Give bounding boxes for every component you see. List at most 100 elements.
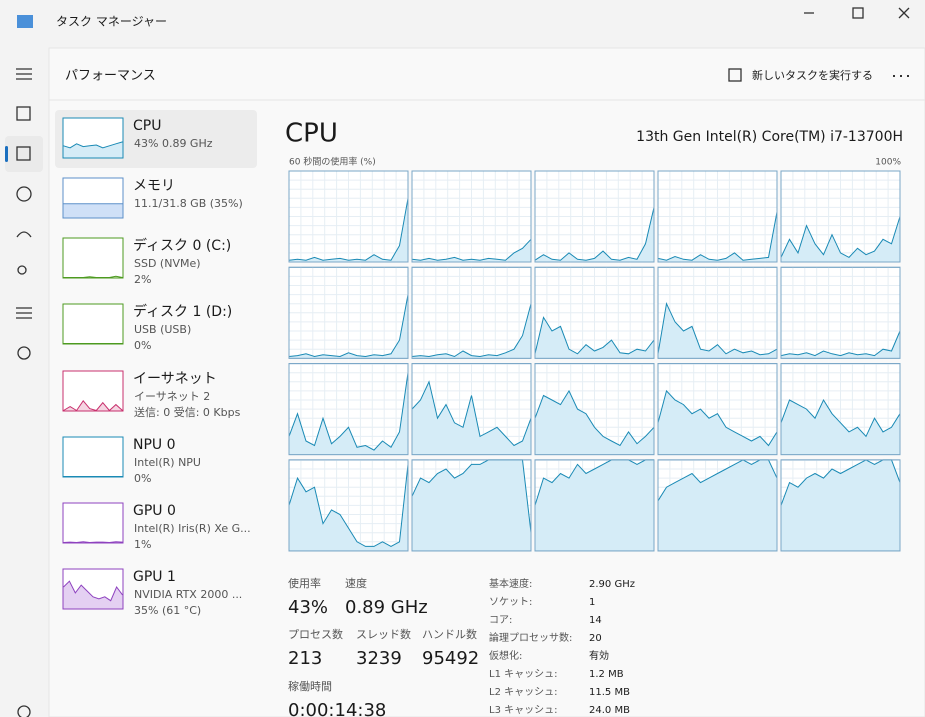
- core-line-fill: [289, 294, 408, 359]
- y-max: 100%: [875, 158, 901, 168]
- core-line: [534, 389, 655, 447]
- core-line: [657, 389, 778, 447]
- core-line: [780, 398, 901, 438]
- core-line-fill: [658, 390, 777, 455]
- core-line: [657, 302, 778, 356]
- core-border: [534, 266, 655, 359]
- item-name[interactable]: ディスク 1 (D:): [133, 303, 232, 320]
- core-line-fill: [535, 390, 654, 455]
- menu[interactable]: [16, 68, 32, 80]
- core-line: [288, 464, 409, 547]
- new-task[interactable]: 新しいタスクを実行する: [752, 68, 873, 82]
- core-line-fill: [781, 216, 900, 262]
- item-name[interactable]: GPU 1: [133, 569, 176, 585]
- core-line: [534, 459, 654, 506]
- item-detail: Intel(R) NPU: [134, 456, 201, 469]
- thumb-bg[interactable]: [62, 370, 124, 412]
- spec-label: L3 キャッシュ:: [489, 705, 557, 716]
- stat-value: 43%: [288, 597, 328, 618]
- core-line: [288, 372, 409, 451]
- spec-value: 24.0 MB: [589, 705, 630, 716]
- stat-value: 213: [288, 648, 322, 669]
- spec-value: 20: [589, 633, 602, 644]
- stat-value: 95492: [422, 648, 479, 669]
- nav-details[interactable]: [16, 307, 32, 319]
- stat-label: スレッド数: [356, 628, 411, 641]
- nav-users[interactable]: [17, 265, 27, 275]
- nav-selected: [5, 136, 43, 172]
- thumb-bg[interactable]: [62, 237, 124, 279]
- core-line-fill: [535, 459, 654, 551]
- stat-label: ハンドル数: [422, 628, 477, 641]
- item-detail: 43% 0.89 GHz: [134, 137, 213, 150]
- core-line: [411, 303, 532, 358]
- spec-value: 1: [589, 597, 595, 608]
- nav-settings[interactable]: [17, 705, 31, 717]
- core-line: [534, 207, 655, 261]
- item-name[interactable]: メモリ: [133, 178, 175, 194]
- item-detail: イーサネット 2: [134, 390, 210, 403]
- core-border: [534, 459, 655, 552]
- core-border: [534, 170, 655, 263]
- spec-value: 2.90 GHz: [589, 579, 635, 590]
- nav-history[interactable]: [16, 186, 32, 202]
- nav-services[interactable]: [17, 346, 31, 360]
- core-line-fill: [658, 459, 777, 551]
- core-line-fill: [289, 198, 408, 262]
- item-detail: 1%: [134, 538, 151, 551]
- core-line-fill: [781, 400, 900, 455]
- core-border: [411, 266, 532, 359]
- item-detail: 35% (61 °C): [134, 604, 201, 617]
- core-line-fill: [289, 464, 408, 551]
- core-line: [411, 380, 532, 447]
- item-name[interactable]: CPU: [133, 118, 161, 134]
- core-border: [411, 170, 532, 263]
- nav-startup[interactable]: [16, 231, 32, 238]
- nav: [5, 68, 43, 717]
- spec-label: L1 キャッシュ:: [489, 669, 557, 680]
- thumb-bg[interactable]: [62, 303, 124, 345]
- item-detail: 0%: [134, 472, 151, 485]
- stat-value: 0.89 GHz: [345, 597, 428, 618]
- spec-label: コア:: [489, 615, 512, 626]
- core-line-fill: [781, 331, 900, 359]
- close[interactable]: [898, 7, 910, 19]
- spec-label: L2 キャッシュ:: [489, 687, 557, 698]
- core-line: [657, 211, 778, 261]
- core-line: [657, 459, 778, 502]
- thumb-bg[interactable]: [62, 436, 124, 478]
- item-detail: Intel(R) Iris(R) Xe G...: [134, 522, 251, 535]
- item-name[interactable]: GPU 0: [133, 503, 176, 519]
- new-task-icon[interactable]: [728, 68, 742, 82]
- stat-label: 使用率: [288, 576, 321, 590]
- core-line: [288, 294, 409, 358]
- spec-label: 仮想化:: [489, 649, 522, 662]
- app-icon: [17, 15, 33, 28]
- core-border: [780, 459, 901, 552]
- thumb-line: [63, 399, 123, 412]
- maximize[interactable]: [852, 7, 864, 19]
- stat-label: 稼働時間: [288, 679, 332, 693]
- item-detail: 2%: [134, 273, 151, 286]
- core-line-fill: [658, 303, 777, 359]
- window-title: タスク マネージャー: [56, 15, 167, 29]
- core-border: [657, 459, 778, 552]
- thumb-bg[interactable]: [62, 502, 124, 544]
- core-line-fill: [289, 372, 408, 455]
- core-border: [780, 170, 901, 263]
- stat-label: 速度: [345, 576, 367, 590]
- nav-processes[interactable]: [16, 106, 31, 121]
- core-border: [657, 266, 778, 359]
- item-name[interactable]: イーサネット: [133, 371, 217, 387]
- core-border: [288, 170, 409, 263]
- core-line-fill: [412, 381, 531, 455]
- item-name[interactable]: ディスク 0 (C:): [133, 237, 231, 254]
- nav-performance[interactable]: [16, 146, 31, 161]
- spec-label: 基本速度:: [489, 577, 532, 590]
- core-border: [780, 266, 901, 359]
- item-name[interactable]: NPU 0: [133, 437, 176, 453]
- spec-value: 11.5 MB: [589, 687, 630, 698]
- y-label: 60 秒間の使用率 (%): [289, 156, 376, 168]
- core-line-fill: [412, 459, 531, 551]
